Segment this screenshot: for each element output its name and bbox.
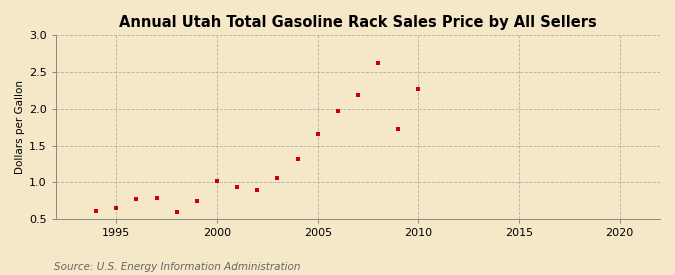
Title: Annual Utah Total Gasoline Rack Sales Price by All Sellers: Annual Utah Total Gasoline Rack Sales Pr… bbox=[119, 15, 597, 30]
Y-axis label: Dollars per Gallon: Dollars per Gallon bbox=[15, 80, 25, 174]
Point bbox=[151, 196, 162, 200]
Point bbox=[131, 197, 142, 201]
Point bbox=[373, 61, 383, 65]
Point bbox=[232, 185, 242, 189]
Point bbox=[252, 188, 263, 192]
Point bbox=[313, 132, 323, 137]
Point bbox=[393, 126, 404, 131]
Point bbox=[171, 210, 182, 214]
Point bbox=[332, 109, 343, 113]
Point bbox=[212, 178, 223, 183]
Point bbox=[111, 206, 122, 210]
Text: Source: U.S. Energy Information Administration: Source: U.S. Energy Information Administ… bbox=[54, 262, 300, 272]
Point bbox=[292, 156, 303, 161]
Point bbox=[352, 93, 363, 97]
Point bbox=[272, 176, 283, 180]
Point bbox=[192, 198, 202, 203]
Point bbox=[91, 209, 102, 213]
Point bbox=[413, 87, 424, 91]
